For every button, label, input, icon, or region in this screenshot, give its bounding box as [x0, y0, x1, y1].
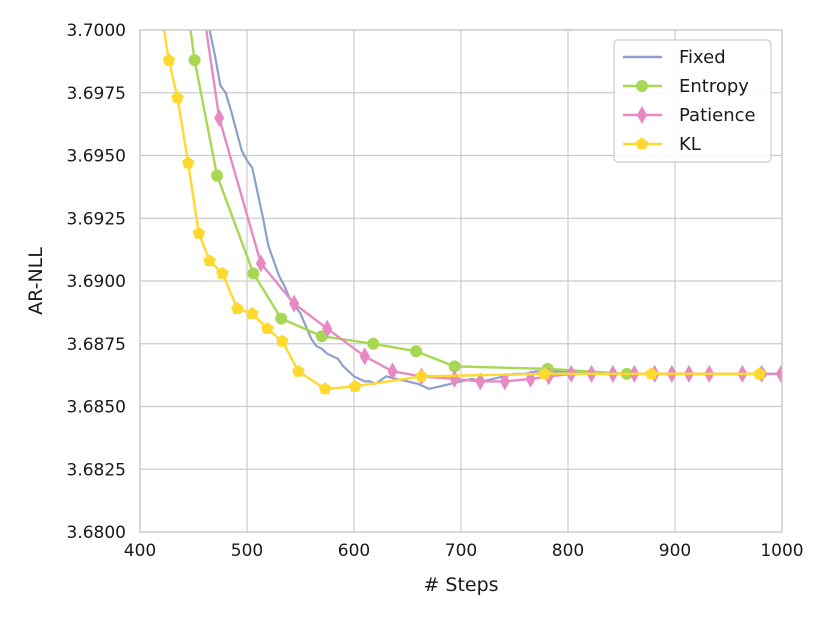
data-point-kl	[246, 307, 259, 319]
x-tick-label: 400	[124, 541, 156, 561]
legend-label: Patience	[679, 105, 756, 126]
legend-label: Fixed	[679, 47, 726, 68]
y-tick-label: 3.6950	[67, 147, 126, 167]
data-point-patience	[475, 372, 486, 391]
x-tick-label: 600	[338, 541, 370, 561]
x-axis-label: # Steps	[423, 574, 498, 596]
data-point-patience	[499, 372, 510, 391]
y-tick-label: 3.6800	[67, 523, 126, 543]
data-point-patience	[255, 254, 266, 273]
series-line-entropy	[189, 30, 761, 376]
data-point-kl	[181, 156, 195, 169]
series-entropy	[188, 30, 767, 380]
legend-marker	[635, 137, 649, 150]
data-point-patience	[214, 108, 225, 127]
data-point-kl	[318, 382, 332, 395]
data-point-kl	[261, 322, 274, 335]
data-point-kl	[348, 379, 362, 392]
x-tick-label: 700	[445, 541, 477, 561]
data-point-kl	[645, 367, 658, 380]
data-point-entropy	[211, 169, 224, 182]
data-point-kl	[292, 364, 305, 377]
data-point-entropy	[410, 345, 423, 358]
data-point-patience	[322, 319, 333, 338]
data-point-kl	[203, 254, 216, 267]
x-tick-label: 800	[552, 541, 584, 561]
data-point-patience	[387, 362, 398, 381]
data-point-kl	[171, 91, 184, 104]
data-point-kl	[276, 334, 289, 347]
data-point-patience	[775, 364, 782, 383]
y-axis-ticks: 3.6800 3.6825 3.6850 3.6875 3.6900 3.6925 3.69…	[67, 21, 126, 543]
legend-item-patience: Patience	[623, 105, 756, 126]
y-tick-label: 3.7000	[67, 21, 126, 41]
data-point-kl	[231, 301, 244, 314]
data-point-kl	[216, 266, 229, 279]
data-point-entropy	[188, 54, 201, 67]
data-point-patience	[289, 294, 300, 313]
plot-frame	[139, 29, 783, 533]
data-point-entropy	[247, 267, 260, 280]
legend-marker	[636, 80, 648, 92]
data-point-entropy	[275, 312, 288, 325]
y-axis-label: AR-NLL	[25, 247, 47, 315]
y-tick-label: 3.6900	[67, 272, 126, 292]
legend-box	[613, 39, 772, 163]
legend-item-entropy: Entropy	[623, 76, 749, 97]
y-tick-label: 3.6925	[67, 209, 126, 229]
series-line-kl	[162, 30, 760, 391]
data-point-patience	[359, 347, 370, 366]
x-axis-ticks: 400 500 600 700 800 900 1000	[124, 541, 804, 561]
x-tick-label: 900	[659, 541, 691, 561]
data-point-entropy	[367, 337, 380, 350]
data-point-kl	[753, 367, 766, 380]
legend-item-kl: KL	[623, 134, 701, 155]
legend: Fixed Entropy Patience KL	[613, 39, 772, 163]
legend-label: KL	[679, 134, 701, 155]
data-point-kl	[538, 367, 551, 380]
legend-item-fixed: Fixed	[623, 47, 726, 68]
y-tick-label: 3.6875	[67, 335, 126, 355]
data-point-kl	[192, 226, 206, 239]
x-tick-label: 1000	[760, 541, 803, 561]
x-tick-label: 500	[231, 541, 263, 561]
y-tick-label: 3.6850	[67, 398, 126, 418]
series-layer	[162, 30, 782, 395]
series-kl	[162, 30, 766, 395]
data-point-kl	[162, 53, 176, 66]
legend-label: Entropy	[679, 76, 749, 97]
data-point-kl	[415, 369, 428, 382]
y-tick-label: 3.6975	[67, 84, 126, 104]
y-tick-label: 3.6825	[67, 460, 126, 480]
legend-marker	[636, 105, 648, 125]
